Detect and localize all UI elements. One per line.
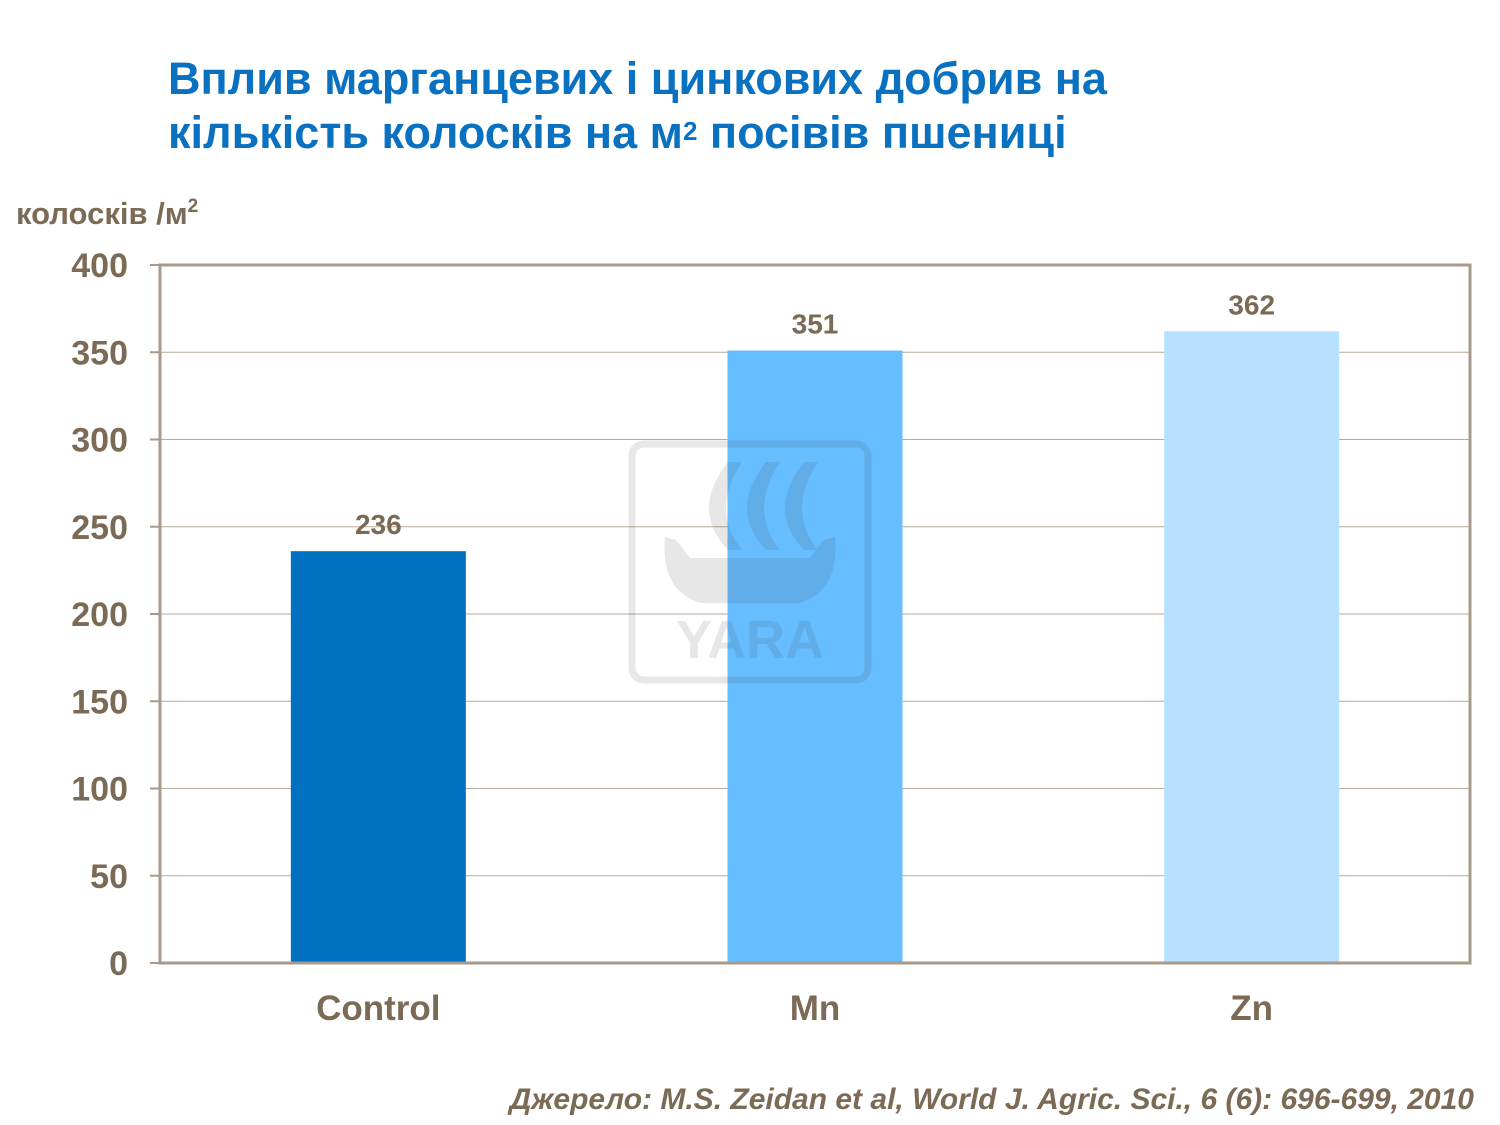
sail-icon — [785, 462, 818, 550]
bar-mn — [727, 350, 903, 963]
plot-frame — [158, 263, 1472, 965]
title-superscript: 2 — [682, 116, 698, 146]
logo-frame — [628, 440, 872, 684]
title-line-1: Вплив марганцевих і цинкових добрив на — [168, 53, 1107, 104]
y-tick-label: 300 — [71, 422, 128, 460]
y-axis-label-text: колосків /м — [16, 196, 188, 231]
x-tick-label: Zn — [1230, 989, 1273, 1028]
logo-text: YARA — [676, 610, 824, 670]
y-axis-label: колосків /м2 — [16, 196, 198, 232]
y-tick-label: 50 — [90, 858, 128, 896]
x-tick-label: Mn — [790, 989, 841, 1028]
yara-logo-watermark: YARA — [628, 440, 872, 684]
title-line-2: кількість колосків на м2 посівів пшениці — [168, 106, 1107, 160]
title-text: кількість колосків на м — [168, 107, 683, 158]
y-axis-label-superscript: 2 — [187, 196, 199, 217]
y-tick-label: 250 — [71, 509, 128, 547]
x-tick-label: Control — [316, 989, 440, 1028]
ship-hull-icon — [664, 537, 836, 603]
source-citation: Джерело: M.S. Zeidan et al, World J. Agr… — [509, 1083, 1474, 1116]
sail-icon — [709, 462, 742, 550]
title-text-end: посівів пшениці — [697, 107, 1067, 158]
y-tick-label: 100 — [71, 771, 128, 809]
data-label: 351 — [792, 309, 839, 340]
sail-icon — [747, 462, 780, 550]
chart-title: Вплив марганцевих і цинкових добрив на к… — [168, 52, 1107, 160]
data-label: 362 — [1228, 289, 1275, 320]
bar-control — [290, 551, 466, 963]
y-tick-label: 200 — [71, 596, 128, 634]
y-tick-label: 400 — [71, 247, 128, 285]
data-label: 236 — [355, 509, 402, 540]
y-tick-label: 350 — [71, 334, 128, 372]
y-tick-label: 150 — [71, 683, 128, 721]
y-tick-label: 0 — [109, 945, 128, 983]
bar-zn — [1164, 331, 1340, 963]
